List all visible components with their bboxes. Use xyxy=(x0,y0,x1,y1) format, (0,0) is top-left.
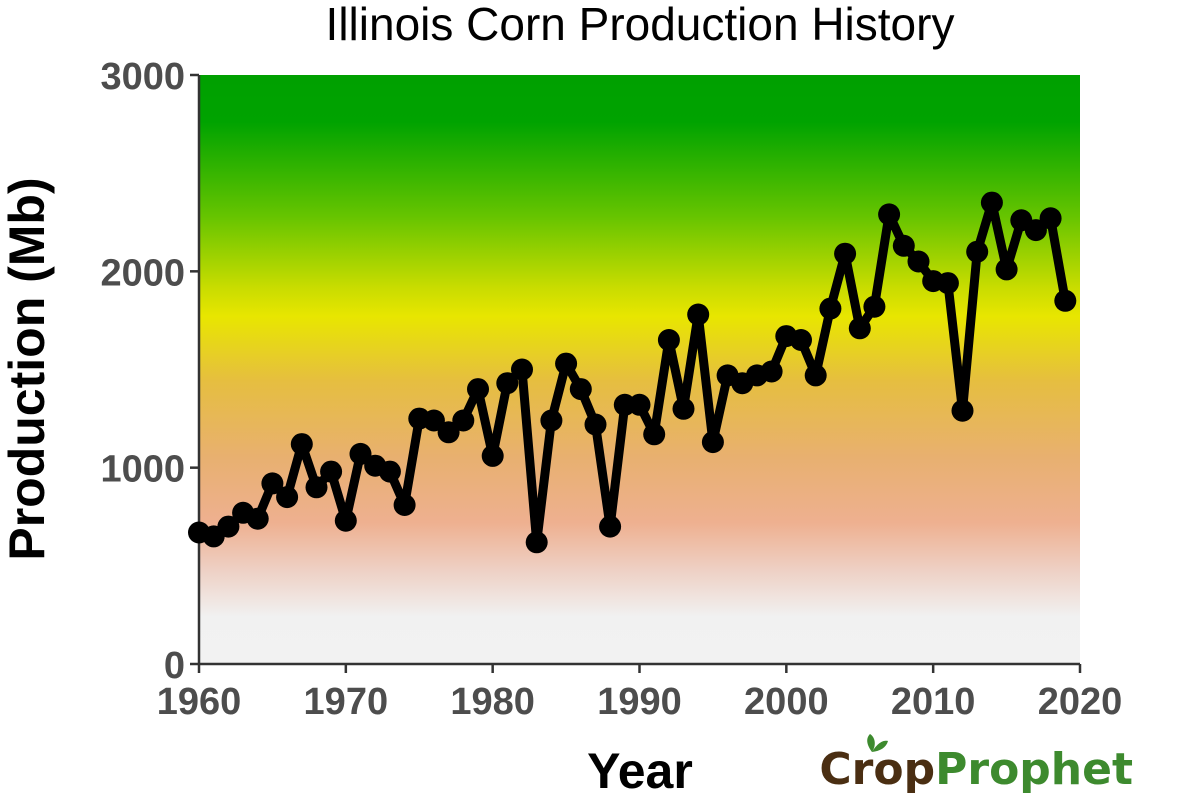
data-point xyxy=(334,509,357,532)
data-point xyxy=(672,397,695,420)
data-point xyxy=(966,240,989,263)
x-tick-label: 1960 xyxy=(157,681,242,723)
data-point xyxy=(936,272,959,295)
data-point xyxy=(687,303,710,326)
data-point xyxy=(848,317,871,340)
data-point xyxy=(628,393,651,416)
series-production xyxy=(188,191,1077,554)
y-tick-label: 0 xyxy=(164,645,185,687)
data-point xyxy=(790,329,812,351)
data-point xyxy=(276,486,299,509)
data-point xyxy=(599,515,622,538)
chart-title: Illinois Corn Production History xyxy=(326,0,955,50)
x-tick-label: 2000 xyxy=(744,681,829,723)
data-point xyxy=(819,297,842,320)
x-tick-label: 1980 xyxy=(450,681,535,723)
data-point xyxy=(1054,289,1077,312)
data-point xyxy=(540,409,563,432)
logo-text-prophet: Prophet xyxy=(935,744,1133,795)
x-axis-label: Year xyxy=(587,743,693,799)
data-point xyxy=(467,378,489,401)
y-tick-label: 2000 xyxy=(100,252,185,294)
data-point xyxy=(217,515,240,538)
data-point xyxy=(804,364,827,387)
sprout-leaf-icon xyxy=(867,734,875,752)
data-point xyxy=(555,352,578,375)
data-point xyxy=(584,413,607,436)
data-point xyxy=(1024,219,1047,242)
data-point xyxy=(525,531,548,554)
data-point xyxy=(760,360,783,383)
x-axis: 1960 1970 1980 1990 2000 2010 2020 xyxy=(157,662,1123,723)
data-point xyxy=(892,234,915,257)
data-point xyxy=(349,442,372,465)
data-point xyxy=(246,507,269,530)
y-axis-label: Production (Mb) xyxy=(0,177,55,560)
data-point xyxy=(657,329,680,351)
data-point xyxy=(452,409,475,432)
logo-text: CropProphet xyxy=(819,744,1133,795)
data-point xyxy=(437,421,460,444)
data-point xyxy=(320,460,343,483)
x-tick-label: 2020 xyxy=(1038,681,1123,723)
data-point xyxy=(907,250,930,273)
data-point xyxy=(378,460,401,483)
logo-text-p: p xyxy=(904,744,936,795)
plot-background xyxy=(199,75,1080,664)
data-point xyxy=(290,433,313,456)
data-point xyxy=(261,472,284,495)
data-point xyxy=(951,399,974,422)
x-tick-label: 1990 xyxy=(597,681,682,723)
logo-text-o: o xyxy=(873,744,903,795)
data-point xyxy=(701,431,724,454)
x-tick-label: 1970 xyxy=(304,681,389,723)
y-tick-label: 1000 xyxy=(100,449,185,491)
data-point xyxy=(834,242,857,265)
data-point xyxy=(1039,207,1062,230)
x-tick-label: 2010 xyxy=(891,681,976,723)
data-point xyxy=(643,423,666,446)
data-point xyxy=(569,378,592,401)
data-point xyxy=(878,203,901,226)
data-point xyxy=(496,372,519,395)
data-point xyxy=(393,494,416,516)
data-point xyxy=(481,444,504,467)
data-point xyxy=(995,258,1018,281)
cropprophet-logo: CropProphet xyxy=(819,734,1133,795)
data-point xyxy=(305,476,328,499)
data-point xyxy=(863,295,886,318)
y-tick-label: 3000 xyxy=(100,56,185,98)
data-point xyxy=(980,191,1003,214)
sprout-leaf-icon-2 xyxy=(872,740,888,752)
logo-text-cr: Cr xyxy=(819,744,873,795)
data-point xyxy=(422,409,445,432)
y-axis: 0 1000 2000 3000 xyxy=(100,56,201,687)
data-point xyxy=(511,358,533,381)
